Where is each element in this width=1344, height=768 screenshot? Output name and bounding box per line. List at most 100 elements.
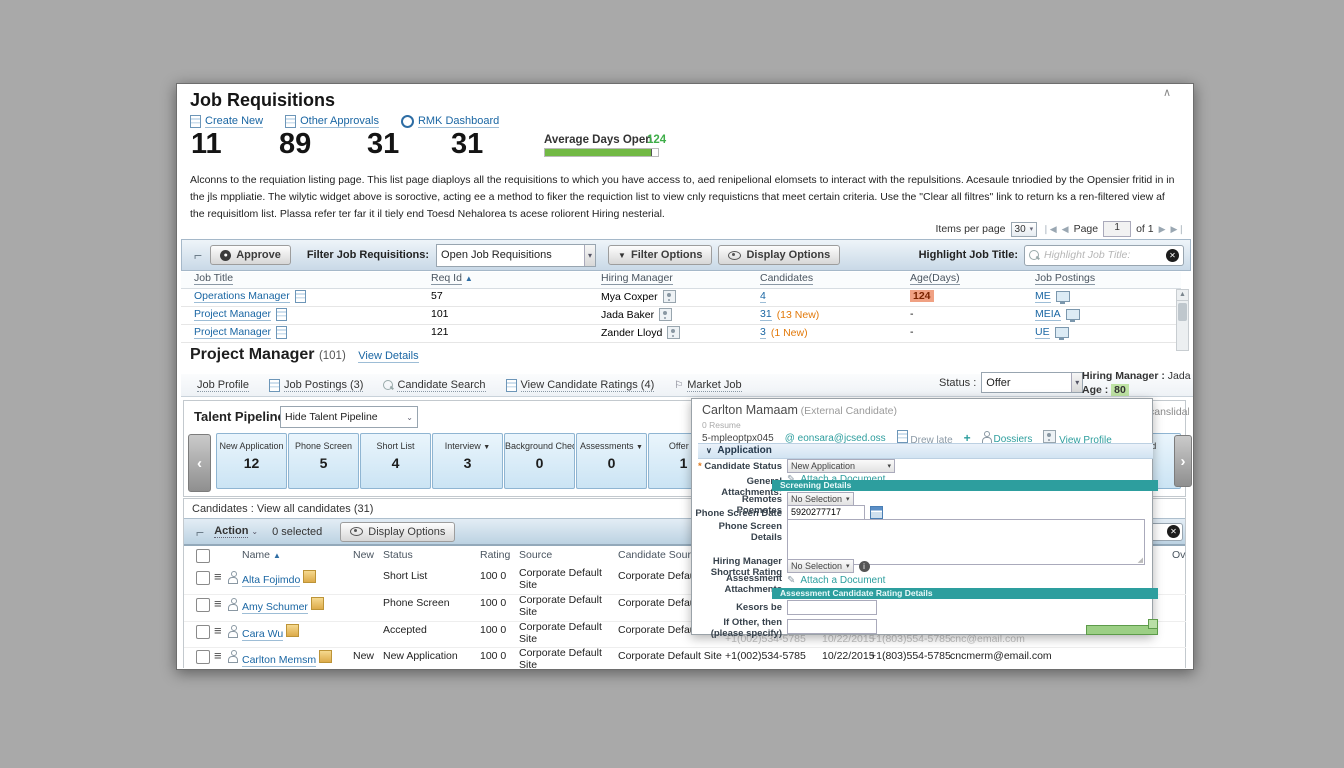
person-icon bbox=[228, 650, 237, 661]
col-job-postings[interactable]: Job Postings bbox=[1035, 272, 1095, 284]
action-menu[interactable]: Action bbox=[214, 525, 248, 538]
phone-screen-date-input[interactable]: 5920277717 bbox=[787, 505, 865, 520]
collapse-panel-icon[interactable]: ∧ bbox=[1163, 86, 1171, 99]
age-cell: - bbox=[910, 308, 914, 320]
scroll-up-icon[interactable]: ▲ bbox=[1177, 290, 1188, 301]
menu-icon[interactable]: ≡ bbox=[214, 598, 222, 609]
candidate-name-link[interactable]: Alta Fojimdo bbox=[242, 574, 300, 587]
job-posting-link[interactable]: ME bbox=[1035, 290, 1051, 303]
info-icon[interactable]: i bbox=[859, 561, 870, 572]
req-row: Project Manager 101 Jada Baker 31(13 New… bbox=[181, 307, 1181, 325]
row-checkbox[interactable] bbox=[196, 598, 210, 612]
requisition-filter-select[interactable]: Open Job Requisitions▾ bbox=[436, 244, 596, 267]
rmk-dashboard-link[interactable]: RMK Dashboard bbox=[401, 115, 499, 128]
display-options-button[interactable]: Display Options bbox=[718, 245, 840, 265]
menu-icon[interactable]: ≡ bbox=[214, 650, 222, 661]
stage-dropdown-icon[interactable]: ▼ bbox=[483, 444, 490, 451]
filter-options-button[interactable]: ▼Filter Options bbox=[608, 245, 712, 265]
status-select[interactable]: Offer▾ bbox=[981, 372, 1083, 393]
approve-button[interactable]: ●Approve bbox=[210, 245, 291, 265]
menu-icon[interactable]: ≡ bbox=[214, 571, 222, 582]
pipeline-stage[interactable]: Interview ▼3 bbox=[432, 433, 503, 489]
col-name[interactable]: Name ▲ bbox=[242, 549, 281, 561]
stat-count-1: 11 bbox=[191, 128, 222, 161]
col-req-id[interactable]: Req Id ▲ bbox=[431, 272, 473, 284]
select-all-checkbox[interactable] bbox=[196, 549, 210, 563]
row-checkbox[interactable] bbox=[196, 571, 210, 585]
col-new[interactable]: New bbox=[353, 549, 374, 561]
req-title-link[interactable]: Project Manager bbox=[194, 326, 271, 339]
create-new-link[interactable]: Create New bbox=[190, 115, 263, 128]
required-mark: * bbox=[698, 461, 702, 472]
menu-icon[interactable]: ≡ bbox=[214, 625, 222, 636]
candidates-count-link[interactable]: 3 bbox=[760, 326, 766, 339]
pipeline-stage[interactable]: Phone Screen5 bbox=[288, 433, 359, 489]
candidates-count-link[interactable]: 4 bbox=[760, 290, 766, 303]
items-per-page-select[interactable]: 30▾ bbox=[1011, 222, 1038, 237]
candidate-status-select[interactable]: New Application▾ bbox=[787, 459, 895, 473]
job-posting-link[interactable]: UE bbox=[1035, 326, 1050, 339]
next-page-button[interactable]: ▶ bbox=[1159, 224, 1166, 235]
col-source[interactable]: Source bbox=[519, 549, 552, 561]
col-rating[interactable]: Rating bbox=[480, 549, 510, 561]
col-candidate-source[interactable]: Candidate Source bbox=[618, 549, 702, 561]
col-job-title[interactable]: Job Title bbox=[194, 272, 233, 284]
pipeline-toggle-select[interactable]: Hide Talent Pipeline⌄ bbox=[280, 406, 418, 428]
other-approvals-link[interactable]: Other Approvals bbox=[285, 115, 379, 128]
page-of-label: of 1 bbox=[1136, 223, 1154, 235]
job-posting-link[interactable]: MEIA bbox=[1035, 308, 1061, 321]
if-other-input[interactable] bbox=[787, 619, 877, 634]
candidates-count-link[interactable]: 31 bbox=[760, 308, 772, 321]
pipeline-scroll-left[interactable]: ‹ bbox=[188, 434, 211, 492]
candidate-name-link[interactable]: Amy Schumer bbox=[242, 601, 308, 614]
req-title-link[interactable]: Project Manager bbox=[194, 308, 271, 321]
pipeline-stage[interactable]: Short List4 bbox=[360, 433, 431, 489]
calendar-icon[interactable] bbox=[870, 506, 883, 519]
tab-view-candidate-ratings[interactable]: View Candidate Ratings (4) bbox=[506, 379, 655, 392]
tab-job-postings[interactable]: Job Postings (3) bbox=[269, 379, 363, 392]
candidate-name-link[interactable]: Carlton Memsm bbox=[242, 654, 316, 667]
last-page-button[interactable]: ▶❘ bbox=[1171, 224, 1185, 235]
col-age-days[interactable]: Age(Days) bbox=[910, 272, 960, 284]
assessment-rating-section: Assessment Candidate Rating Details bbox=[772, 588, 1158, 599]
search-icon bbox=[383, 380, 393, 390]
tab-market-job[interactable]: ⚐Market Job bbox=[674, 379, 741, 392]
flag-icon: ⚐ bbox=[674, 380, 683, 391]
req-table-scrollbar[interactable]: ▲ bbox=[1176, 289, 1189, 351]
at-icon: @ bbox=[785, 433, 795, 444]
row-checkbox[interactable] bbox=[196, 650, 210, 664]
highlight-job-title-input[interactable]: Highlight Job Title: ✕ bbox=[1024, 245, 1184, 266]
pipeline-stage[interactable]: Background Check0 bbox=[504, 433, 575, 489]
recruiter-select[interactable]: No Selection▾ bbox=[787, 492, 854, 506]
hm-shortcut-rating-select[interactable]: No Selection▾ bbox=[787, 559, 854, 573]
funnel-icon: ▼ bbox=[618, 251, 626, 260]
col-hiring-manager[interactable]: Hiring Manager bbox=[601, 272, 673, 284]
col-status[interactable]: Status bbox=[383, 549, 413, 561]
attach-document-link[interactable]: Attach a Document bbox=[800, 575, 885, 586]
stage-dropdown-icon[interactable]: ▼ bbox=[636, 444, 643, 451]
pipeline-scroll-right[interactable]: › bbox=[1174, 435, 1192, 487]
row-checkbox[interactable] bbox=[196, 625, 210, 639]
page-number-input[interactable]: 1 bbox=[1103, 221, 1131, 237]
reason-field-label: Kesors be bbox=[694, 602, 782, 613]
prev-page-button[interactable]: ◀ bbox=[1062, 224, 1069, 235]
candidate-name-link[interactable]: Cara Wu bbox=[242, 628, 283, 641]
req-title-link[interactable]: Operations Manager bbox=[194, 290, 290, 303]
candidates-display-options-button[interactable]: Display Options bbox=[340, 522, 455, 542]
application-section-header[interactable]: ∨ Application bbox=[698, 443, 1153, 459]
tab-candidate-search[interactable]: Candidate Search bbox=[383, 379, 485, 392]
first-page-button[interactable]: ❘◀ bbox=[1042, 224, 1056, 235]
undo-icon[interactable]: ⌐ bbox=[196, 524, 204, 540]
col-candidates[interactable]: Candidates bbox=[760, 272, 813, 284]
pipeline-stage[interactable]: New Application12 bbox=[216, 433, 287, 489]
hiring-manager-value: Jada Bater bbox=[1168, 370, 1192, 382]
clear-search-icon[interactable]: ✕ bbox=[1166, 249, 1179, 262]
reason-input[interactable] bbox=[787, 600, 877, 615]
pipeline-stage[interactable]: Assessments ▼0 bbox=[576, 433, 647, 489]
clear-search-icon[interactable]: ✕ bbox=[1167, 525, 1180, 538]
tab-job-profile[interactable]: Job Profile bbox=[197, 379, 249, 392]
col-overall[interactable]: Overall bbox=[1172, 549, 1186, 561]
undo-icon[interactable]: ⌐ bbox=[194, 247, 202, 263]
popup-email-link[interactable]: @ eonsara@jcsed.oss bbox=[785, 433, 886, 444]
view-details-link[interactable]: View Details bbox=[358, 350, 418, 363]
